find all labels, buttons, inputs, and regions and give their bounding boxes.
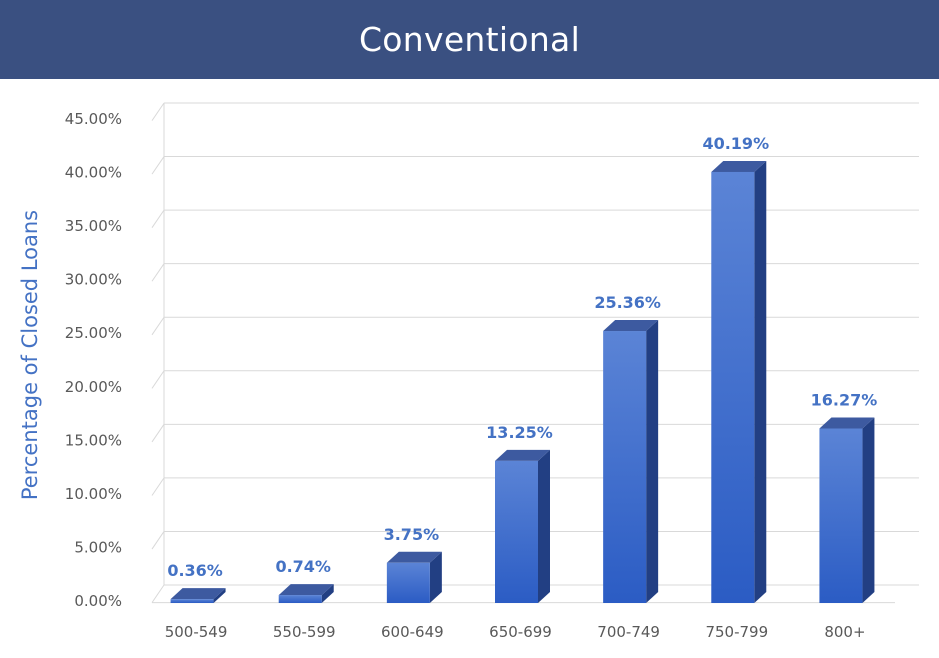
gridlines (151, 102, 919, 604)
bar-side (321, 584, 334, 603)
data-label: 16.27% (811, 391, 878, 410)
data-label: 0.36% (167, 561, 223, 580)
bar (711, 160, 767, 603)
y-tick-label: 0.00% (74, 592, 122, 610)
bar-side (429, 551, 442, 603)
y-tick-label: 45.00% (65, 110, 122, 128)
gridline-side (151, 584, 165, 603)
bar-top (170, 588, 226, 600)
bar-front (819, 428, 863, 603)
data-label: 25.36% (594, 293, 661, 312)
y-tick-label: 15.00% (65, 431, 122, 449)
gridline-side (151, 424, 165, 443)
bar (495, 449, 550, 603)
bar (170, 588, 226, 603)
x-tick-label: 600-649 (381, 623, 444, 641)
y-tick-label: 40.00% (65, 164, 122, 182)
gridline-side (151, 209, 165, 228)
bar (278, 584, 334, 603)
bar (603, 320, 659, 603)
gridline-side (151, 531, 165, 550)
x-tick-label: 700-749 (597, 623, 660, 641)
y-tick-label: 10.00% (65, 485, 122, 503)
bar-top (819, 417, 875, 429)
bar-side (862, 417, 875, 603)
bar-side (213, 588, 226, 603)
gridline-side (151, 316, 165, 336)
gridline-side (151, 477, 165, 496)
bar-top (603, 320, 659, 332)
bar (386, 551, 442, 603)
x-tick-label: 800+ (824, 623, 865, 641)
y-axis-ticks: 0.00% 5.00% 10.00% 15.00% 20.00% 25.00% 30.00%… (65, 110, 122, 610)
x-tick-label: 550-599 (273, 623, 336, 641)
x-axis-ticks: 500-549 550-599 600-649 650-699 700-749 750-7… (165, 623, 866, 641)
bar-top (278, 584, 334, 596)
bar-top (495, 449, 550, 461)
x-tick-label: 750-799 (705, 623, 768, 641)
data-label: 40.19% (702, 134, 769, 153)
x-tick-label: 650-699 (489, 623, 552, 641)
gridline-side (151, 102, 165, 121)
bars: 0.36% 0.74% 3.75% 13.25% 25.36% 40.19% 16.27% (167, 134, 877, 603)
y-tick-label: 35.00% (65, 217, 122, 235)
bar-front (603, 331, 647, 603)
gridline-side (151, 370, 165, 389)
bar-front (170, 599, 214, 603)
chart-title-bar: Conventional (0, 0, 939, 79)
bar-side (646, 320, 659, 603)
x-tick-label: 500-549 (165, 623, 228, 641)
bar-front (278, 595, 322, 603)
y-tick-label: 20.00% (65, 378, 122, 396)
bar-front (711, 171, 755, 603)
y-tick-label: 25.00% (65, 324, 122, 342)
data-label: 13.25% (486, 423, 553, 442)
bar-side (538, 449, 550, 603)
bar-top (386, 551, 442, 563)
data-label: 3.75% (384, 525, 440, 544)
gridline-side (151, 263, 165, 282)
bar-top (711, 160, 767, 172)
chart-title: Conventional (358, 20, 581, 59)
y-tick-label: 30.00% (65, 271, 122, 289)
bar-front (495, 460, 538, 603)
bar-side (754, 160, 767, 603)
gridline-side (151, 156, 165, 175)
bar (819, 417, 875, 603)
data-label: 0.74% (275, 557, 331, 576)
y-tick-label: 5.00% (74, 538, 122, 556)
bar-front (386, 562, 430, 603)
